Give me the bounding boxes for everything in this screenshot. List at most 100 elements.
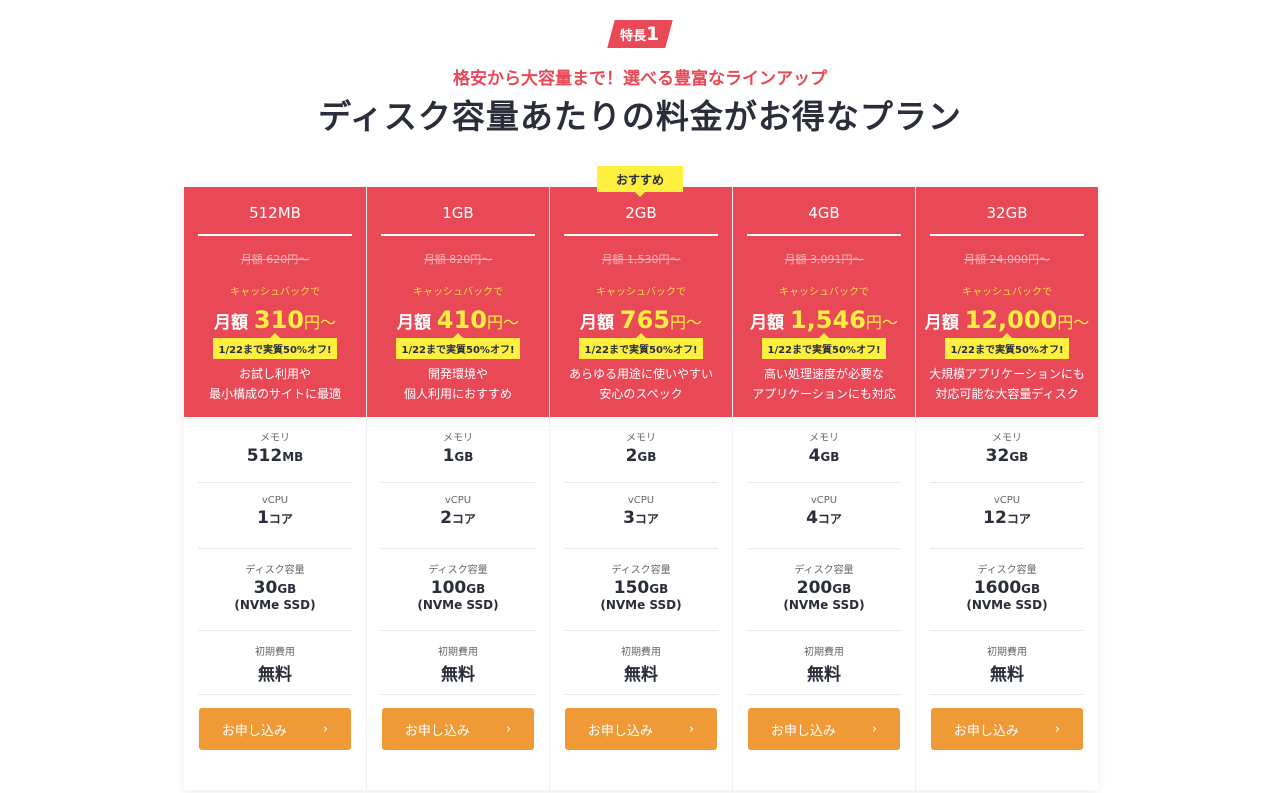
spec-value: 1コア — [198, 508, 352, 528]
memory-value: 2 — [625, 446, 638, 466]
plan-card-512mb: 512MB 月額 620円～ キャッシュバックで 月額 310円～ 1/22まで… — [184, 187, 366, 790]
divider — [747, 234, 901, 236]
cashback-label: キャッシュバックで — [962, 287, 1052, 298]
apply-button[interactable]: お申し込み › — [565, 708, 717, 750]
disk-unit: GB — [649, 582, 669, 596]
spec-label: vCPU — [444, 495, 472, 506]
spec-label: ディスク容量 — [245, 565, 305, 576]
spec-value: 100GB — [381, 578, 535, 598]
vcpu-unit: コア — [268, 512, 293, 526]
discount-price: 月額 310円～ — [184, 306, 366, 334]
monthly-label: 月額 — [924, 313, 959, 333]
price-value: 765 — [619, 306, 670, 334]
disk-type: (NVMe SSD) — [417, 598, 499, 612]
spec-value: 無料 — [807, 665, 841, 685]
apply-button[interactable]: お申し込み › — [931, 708, 1083, 750]
spec-label: メモリ — [443, 433, 473, 444]
price-value: 1,546 — [789, 306, 866, 334]
spec-label: vCPU — [993, 495, 1021, 506]
price-unit: 円～ — [304, 313, 337, 332]
spec-label: ディスク容量 — [794, 565, 854, 576]
apply-button[interactable]: お申し込み › — [748, 708, 900, 750]
original-price: 月額 24,000円～ — [964, 253, 1050, 266]
spec-memory: メモリ 32GB — [930, 417, 1084, 483]
plan-card-32gb: 32GB 月額 24,000円～ キャッシュバックで 月額 12,000円～ 1… — [916, 187, 1098, 790]
spec-value: 150GB — [564, 578, 718, 598]
offer-tag: 1/22まで実質50%オフ! — [762, 333, 886, 359]
plan-description: 開発環境や 個人利用におすすめ — [367, 364, 549, 404]
divider — [930, 234, 1084, 236]
plan-description: 大規模アプリケーションにも 対応可能な大容量ディスク — [916, 364, 1098, 404]
spec-value: 4コア — [747, 508, 901, 528]
spec-value: 3コア — [564, 508, 718, 528]
spec-value: 4GB — [747, 446, 901, 466]
spec-label: 初期費用 — [438, 647, 478, 658]
spec-disk: ディスク容量 30GB (NVMe SSD) — [198, 549, 352, 631]
memory-unit: GB — [1009, 450, 1029, 464]
memory-unit: GB — [637, 450, 657, 464]
plan-card-1gb: 1GB 月額 820円～ キャッシュバックで 月額 410円～ 1/22まで実質… — [367, 187, 549, 790]
desc-line: 対応可能な大容量ディスク — [935, 387, 1079, 401]
spec-disk: ディスク容量 100GB (NVMe SSD) — [381, 549, 535, 631]
apply-label: お申し込み — [404, 723, 470, 739]
discount-price: 月額 410円～ — [367, 306, 549, 334]
desc-line: あらゆる用途に使いやすい — [568, 367, 713, 381]
monthly-label: 月額 — [579, 313, 614, 333]
original-price: 月額 1,530円～ — [601, 253, 681, 266]
price-unit: 円～ — [487, 313, 520, 332]
disk-value: 200 — [796, 578, 833, 598]
price-unit: 円～ — [865, 313, 898, 332]
cashback-label: キャッシュバックで — [230, 287, 320, 298]
desc-line: アプリケーションにも対応 — [752, 387, 896, 401]
desc-line: 高い処理速度が必要な — [763, 367, 884, 381]
chevron-right-icon: › — [871, 721, 878, 737]
disk-type: (NVMe SSD) — [234, 598, 316, 612]
vcpu-value: 4 — [806, 508, 818, 528]
original-price: 月額 620円～ — [240, 253, 310, 266]
original-price: 月額 3,091円～ — [784, 253, 864, 266]
vcpu-value: 3 — [623, 508, 635, 528]
spec-value: 1GB — [381, 446, 535, 466]
spec-label: 初期費用 — [804, 647, 844, 658]
spec-value: 32GB — [930, 446, 1084, 466]
original-price: 月額 820円～ — [423, 253, 493, 266]
disk-type: (NVMe SSD) — [783, 598, 865, 612]
spec-value: 無料 — [990, 665, 1024, 685]
spec-label: vCPU — [627, 495, 655, 506]
spec-value: 12コア — [930, 508, 1084, 528]
plan-description: あらゆる用途に使いやすい 安心のスペック — [550, 364, 732, 404]
apply-button[interactable]: お申し込み › — [199, 708, 351, 750]
memory-value: 1 — [442, 446, 455, 466]
chevron-right-icon: › — [688, 721, 695, 737]
spec-vcpu: vCPU 4コア — [747, 483, 901, 549]
spec-vcpu: vCPU 12コア — [930, 483, 1084, 549]
spec-disk: ディスク容量 200GB (NVMe SSD) — [747, 549, 901, 631]
spec-label: メモリ — [992, 433, 1022, 444]
vcpu-unit: コア — [451, 512, 476, 526]
badge-number: 1 — [646, 23, 660, 45]
apply-label: お申し込み — [221, 723, 287, 739]
recommended-badge: おすすめ — [597, 166, 683, 197]
disk-value: 150 — [613, 578, 650, 598]
vcpu-value: 2 — [440, 508, 452, 528]
spec-label: vCPU — [261, 495, 289, 506]
disk-type: (NVMe SSD) — [966, 598, 1048, 612]
badge-label: 特長 — [620, 29, 647, 44]
spec-vcpu: vCPU 1コア — [198, 483, 352, 549]
spec-initial-fee: 初期費用 無料 — [930, 631, 1084, 695]
apply-button[interactable]: お申し込み › — [382, 708, 534, 750]
spec-label: 初期費用 — [621, 647, 661, 658]
memory-value: 32 — [985, 446, 1010, 466]
plan-description: 高い処理速度が必要な アプリケーションにも対応 — [733, 364, 915, 404]
spec-initial-fee: 初期費用 無料 — [198, 631, 352, 695]
cashback-label: キャッシュバックで — [596, 287, 686, 298]
monthly-label: 月額 — [396, 313, 431, 333]
disk-value: 30 — [253, 578, 278, 598]
plan-name: 1GB — [442, 204, 474, 222]
vcpu-unit: コア — [817, 512, 842, 526]
price-value: 12,000 — [964, 306, 1058, 334]
plan-description: お試し利用や最小構成のサイトに最適 — [184, 364, 366, 404]
desc-line: お試し利用や — [238, 367, 311, 381]
price-value: 410 — [436, 306, 487, 334]
desc-line: 最小構成のサイトに最適 — [208, 387, 341, 401]
